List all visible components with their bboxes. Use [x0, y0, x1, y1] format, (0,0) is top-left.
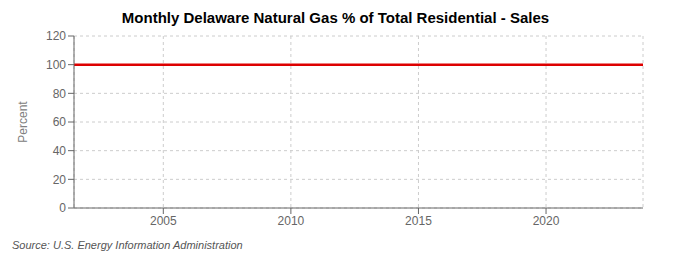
svg-text:0: 0	[59, 201, 66, 215]
svg-text:20: 20	[53, 173, 67, 187]
svg-text:2005: 2005	[150, 214, 177, 228]
html-text:Source: U.S. Energy Informatio: Source: U.S. Energy Information Administ…	[12, 239, 243, 251]
svg-text:100: 100	[46, 58, 66, 72]
svg-text:2020: 2020	[533, 214, 560, 228]
svg-text:2010: 2010	[278, 214, 305, 228]
svg-text:Percent: Percent	[16, 101, 30, 143]
svg-text:40: 40	[53, 144, 67, 158]
html-text:Monthly Delaware Natural Gas %: Monthly Delaware Natural Gas % of Total …	[121, 9, 550, 26]
svg-text:60: 60	[53, 115, 67, 129]
svg-text:120: 120	[46, 29, 66, 43]
svg-text:2015: 2015	[405, 214, 432, 228]
svg-text:80: 80	[53, 87, 67, 101]
